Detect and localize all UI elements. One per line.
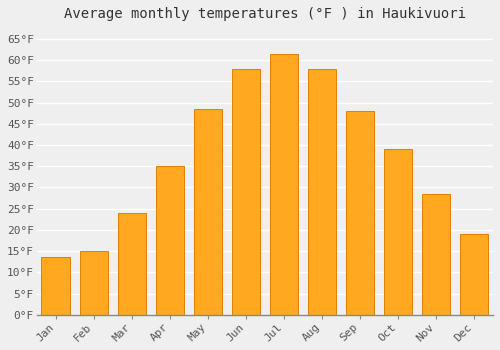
Bar — [422, 194, 450, 315]
Bar — [118, 213, 146, 315]
Bar — [42, 258, 70, 315]
Bar — [346, 111, 374, 315]
Bar — [270, 54, 298, 315]
Bar — [156, 166, 184, 315]
Bar — [308, 69, 336, 315]
Bar — [80, 251, 108, 315]
Bar — [460, 234, 488, 315]
Title: Average monthly temperatures (°F ) in Haukivuori: Average monthly temperatures (°F ) in Ha… — [64, 7, 466, 21]
Bar — [232, 69, 260, 315]
Bar — [384, 149, 412, 315]
Bar — [194, 109, 222, 315]
